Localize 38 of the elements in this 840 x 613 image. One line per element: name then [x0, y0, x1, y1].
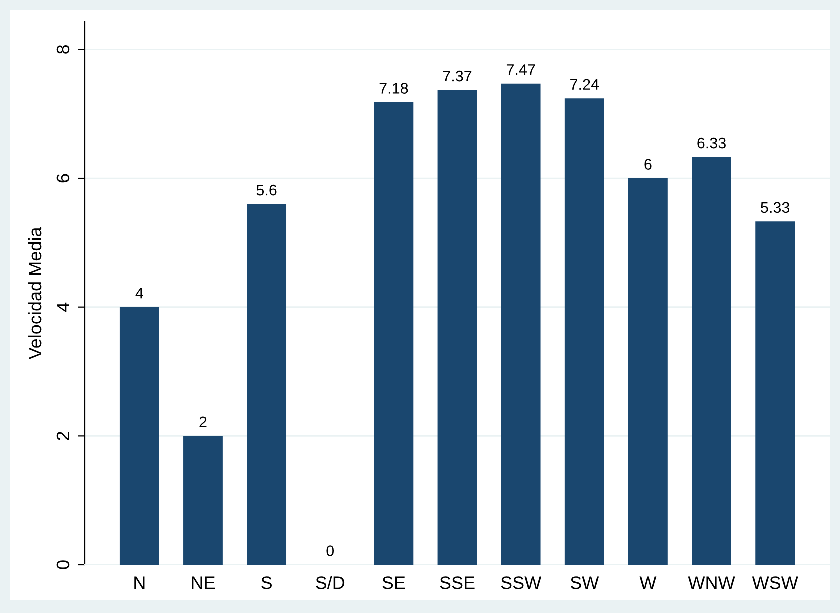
data-label: 2	[200, 416, 207, 428]
data-label: 6	[644, 159, 652, 170]
bar	[184, 436, 223, 565]
x-tick-label: S	[262, 576, 272, 590]
y-tick-label: 0	[56, 560, 70, 570]
bar	[692, 157, 732, 565]
data-label: 0	[326, 546, 334, 556]
x-tick-label: W	[640, 576, 657, 590]
x-tick-label: SE	[382, 576, 406, 590]
data-label: 7.37	[443, 70, 472, 82]
data-label: 5.6	[256, 184, 277, 196]
bar	[628, 178, 668, 565]
x-tick-label: SSE	[440, 576, 475, 590]
bar	[247, 204, 287, 565]
data-label: 7.24	[570, 79, 600, 90]
bar	[120, 307, 160, 565]
x-tick-label: S/D	[316, 576, 345, 590]
y-tick-label: 6	[56, 174, 70, 183]
bar	[564, 98, 604, 565]
bar	[438, 90, 478, 565]
x-tick-label: WNW	[688, 576, 736, 590]
bar	[501, 84, 541, 565]
data-label: 4	[136, 288, 144, 299]
y-axis-title: Velocidad Media	[28, 227, 42, 360]
x-tick-label: SSW	[501, 576, 542, 590]
data-label: 7.18	[380, 83, 408, 94]
x-tick-label: N	[134, 576, 145, 590]
x-tick-label: NE	[192, 576, 215, 590]
y-tick-label: 4	[57, 302, 70, 312]
bar	[374, 102, 414, 565]
data-label: 7.47	[506, 64, 536, 76]
bar	[756, 222, 796, 565]
data-label: 6.33	[698, 138, 726, 149]
x-tick-label: WSW	[752, 576, 798, 590]
y-tick-label: 2	[56, 432, 70, 440]
data-label: 5.33	[761, 202, 790, 214]
x-tick-label: SW	[570, 576, 600, 590]
y-tick-label: 8	[56, 45, 70, 54]
